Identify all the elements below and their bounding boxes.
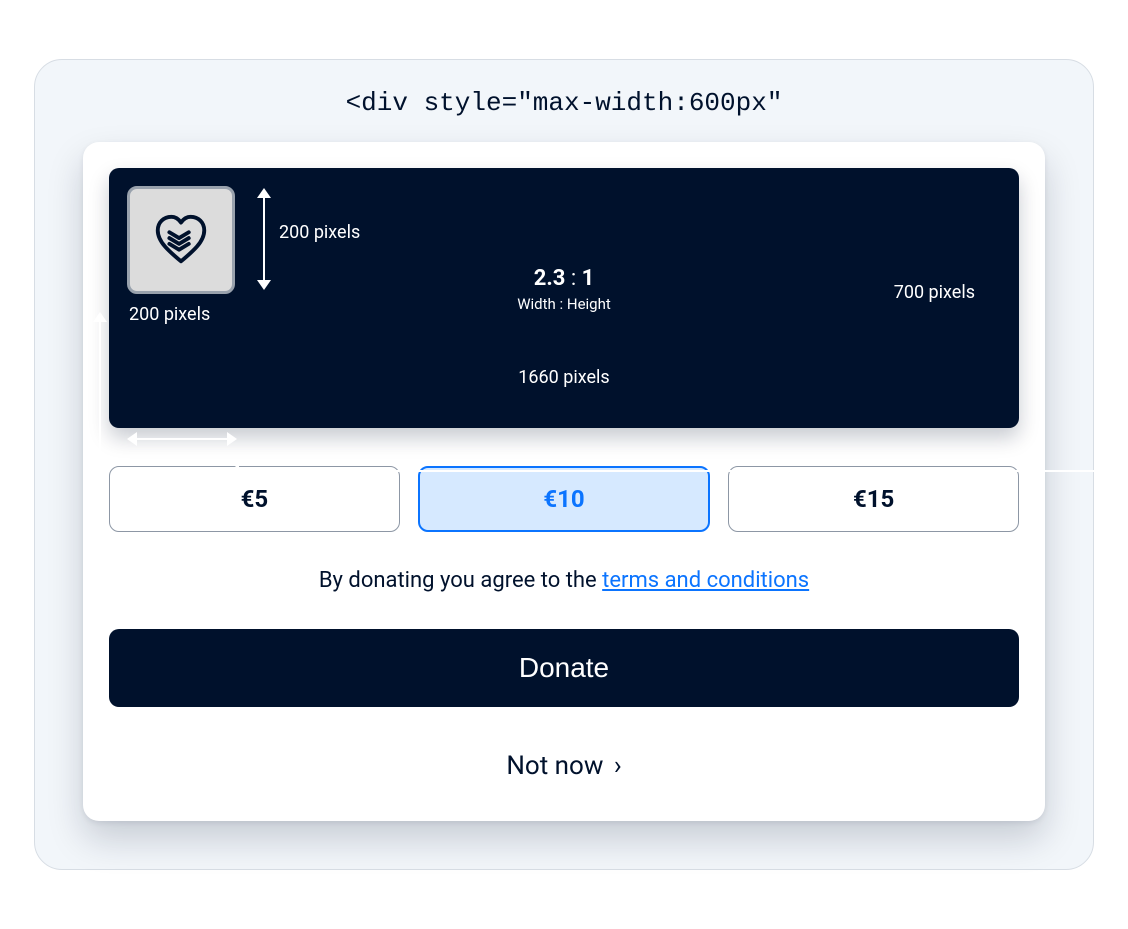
- banner-width-label: 1660 pixels: [518, 367, 609, 388]
- logo-width-arrow: [127, 430, 237, 448]
- not-now-link[interactable]: Not now ›: [109, 751, 1019, 781]
- logo-height-arrow: [255, 188, 273, 290]
- ratio-height: 1: [582, 266, 595, 291]
- not-now-label: Not now: [506, 751, 603, 781]
- banner-width-arrow: [229, 462, 1128, 480]
- terms-line: By donating you agree to the terms and c…: [109, 568, 1019, 593]
- logo-width-label: 200 pixels: [129, 304, 210, 325]
- donate-button[interactable]: Donate: [109, 629, 1019, 707]
- handshake-heart-icon: [150, 209, 212, 271]
- chevron-right-icon: ›: [614, 751, 622, 781]
- donation-card: 200 pixels 200 pixels 2.3 : 1 Width : He…: [83, 142, 1045, 821]
- logo-placeholder: [127, 186, 235, 294]
- banner-height-arrow: [91, 312, 109, 502]
- ratio-caption: Width : Height: [517, 295, 611, 313]
- banner-height-label: 700 pixels: [894, 282, 975, 303]
- aspect-ratio: 2.3 : 1 Width : Height: [517, 266, 611, 313]
- ratio-separator: :: [571, 266, 576, 291]
- ratio-width: 2.3: [534, 266, 566, 291]
- outer-frame: <div style="max-width:600px" 200 pixels …: [34, 59, 1094, 870]
- terms-link[interactable]: terms and conditions: [602, 568, 809, 593]
- code-annotation: <div style="max-width:600px": [83, 88, 1045, 118]
- banner-spec: 200 pixels 200 pixels 2.3 : 1 Width : He…: [109, 168, 1019, 428]
- logo-height-label: 200 pixels: [279, 222, 360, 243]
- terms-prefix: By donating you agree to the: [319, 568, 602, 593]
